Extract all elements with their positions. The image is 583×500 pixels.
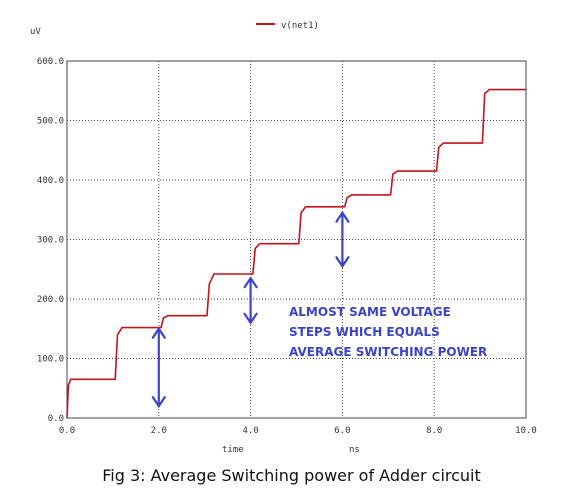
x-axis-label: time (222, 445, 244, 455)
x-tick-label: 6.0 (334, 426, 350, 436)
legend: v(net1) (256, 21, 319, 31)
annotation-arrowhead-top (243, 276, 258, 289)
annotation-line-3: AVERAGE SWITCHING POWER (289, 345, 487, 359)
series-line-v(net1) (66, 88, 526, 419)
annotation-line-1: ALMOST SAME VOLTAGE (289, 305, 451, 319)
chart-svg: uV v(net1) 0.0 2.0 4.0 6.0 8.0 10.0 0.0 100.0 20… (30, 21, 537, 455)
annotation-arrowhead-top (335, 210, 350, 223)
y-tick-label: 0.0 (48, 414, 64, 424)
x-axis-unit-label: ns (349, 445, 360, 455)
y-tick-label: 100.0 (37, 355, 64, 365)
x-tick-label: 0.0 (59, 426, 75, 436)
x-tick-label: 8.0 (426, 426, 442, 436)
y-axis-unit-label: uV (30, 27, 41, 37)
annotation-arrowhead-bottom (335, 256, 350, 269)
plot-area: 0.0 2.0 4.0 6.0 8.0 10.0 0.0 100.0 200.0 300.0 400… (37, 57, 537, 436)
x-tick-label: 2.0 (151, 426, 167, 436)
annotation-arrowhead-bottom (243, 312, 258, 325)
annotation-text: ALMOST SAME VOLTAGE STEPS WHICH EQUALS A… (289, 305, 487, 359)
annotation-arrowhead-top (151, 326, 166, 339)
legend-label: v(net1) (281, 21, 319, 31)
y-tick-label: 400.0 (37, 176, 64, 186)
x-tick-label: 4.0 (242, 426, 258, 436)
y-tick-label: 200.0 (37, 295, 64, 305)
annotation-line-2: STEPS WHICH EQUALS (289, 325, 440, 339)
y-tick-label: 300.0 (37, 236, 64, 246)
y-tick-label: 600.0 (37, 57, 64, 67)
y-tick-label: 500.0 (37, 117, 64, 127)
annotation-arrowhead-bottom (151, 396, 166, 409)
x-tick-label: 10.0 (515, 426, 537, 436)
figure-caption: Fig 3: Average Switching power of Adder … (102, 466, 481, 485)
